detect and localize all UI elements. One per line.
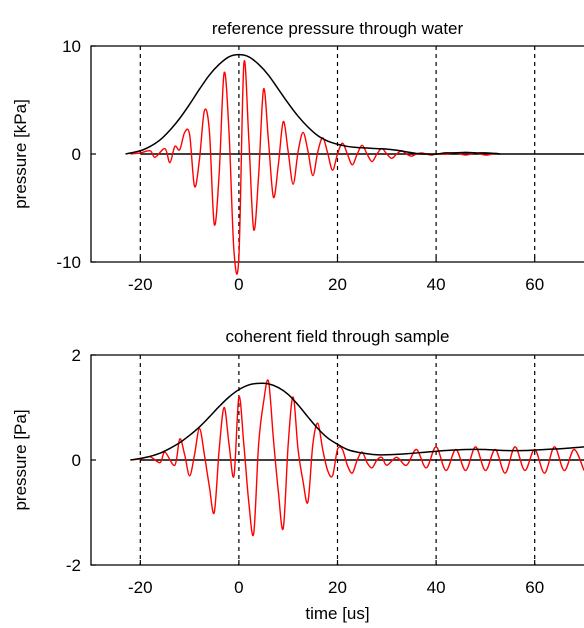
series-signal-line xyxy=(130,379,584,537)
x-tick-label: 60 xyxy=(525,275,544,294)
y-tick-label: -10 xyxy=(56,253,81,272)
series-envelope-line xyxy=(125,53,501,155)
x-tick-label: -20 xyxy=(128,578,153,597)
y-tick-label: 0 xyxy=(72,145,81,164)
x-tick-label: 40 xyxy=(427,578,446,597)
x-tick-label: 40 xyxy=(427,275,446,294)
y-axis-label: pressure [Pa] xyxy=(11,409,30,510)
y-tick-label: 0 xyxy=(72,451,81,470)
y-tick-label: -2 xyxy=(66,556,81,575)
chart-reference-pressure: reference pressure through water pressur… xyxy=(11,19,584,294)
x-tick-label: 60 xyxy=(525,578,544,597)
x-axis-label: time [us] xyxy=(305,604,369,623)
y-tick-label: 2 xyxy=(72,346,81,365)
x-tick-label: 0 xyxy=(234,275,243,294)
series-signal-line xyxy=(130,60,501,275)
chart-title: reference pressure through water xyxy=(212,19,464,38)
series-envelope-line xyxy=(130,382,584,461)
x-tick-label: 20 xyxy=(328,275,347,294)
x-tick-label: 20 xyxy=(328,578,347,597)
x-tick-label: 0 xyxy=(234,578,243,597)
y-tick-label: 10 xyxy=(62,37,81,56)
chart-title: coherent field through sample xyxy=(226,327,450,346)
y-axis-label: pressure [kPa] xyxy=(11,99,30,209)
chart-coherent-field: coherent field through sample pressure [… xyxy=(11,327,584,623)
x-tick-label: -20 xyxy=(128,275,153,294)
